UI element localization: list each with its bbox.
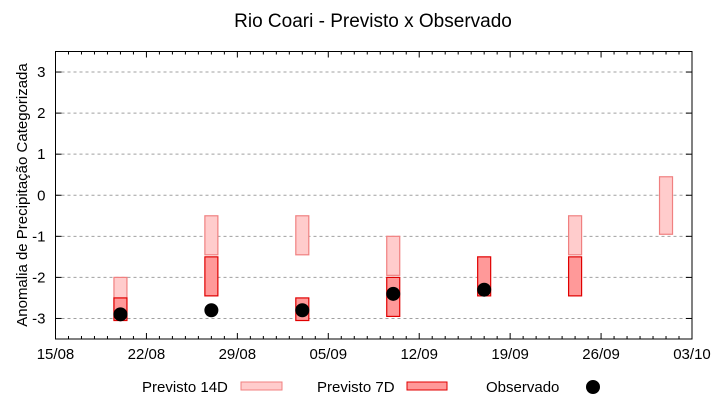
y-tick-label: 3 (37, 64, 45, 81)
gridlines (55, 71, 692, 319)
legend-marker-observado (586, 380, 600, 394)
y-tick-label: 0 (37, 187, 45, 204)
chart-title: Rio Coari - Previsto x Observado (234, 11, 512, 32)
legend-label-previsto-14d: Previsto 14D (142, 379, 228, 396)
point-observado (386, 286, 401, 301)
axes: 3 2 1 0 -1 -2 -3 15/08 22/08 29/08 05/09 12/09 19/09… (32, 51, 711, 363)
x-tick-label: 15/08 (37, 346, 75, 363)
y-tick-label: 1 (37, 146, 45, 163)
plot-frame (55, 51, 693, 340)
point-observado (204, 303, 219, 318)
x-tick-label: 22/08 (128, 346, 166, 363)
y-tick-label: -2 (32, 269, 45, 286)
x-tick-label: 03/10 (673, 346, 711, 363)
x-tick-label: 19/09 (491, 346, 529, 363)
legend-label-previsto-7d: Previsto 7D (317, 379, 395, 396)
legend-swatch-previsto-14d (240, 381, 283, 391)
point-observado (295, 303, 310, 318)
bar-previsto-14d (567, 215, 583, 256)
y-tick-label: -3 (32, 310, 45, 327)
x-tick-label: 12/09 (400, 346, 438, 363)
bar-previsto-14d (658, 176, 674, 235)
legend-swatch-previsto-7d (406, 381, 448, 391)
bar-previsto-7d (567, 256, 583, 297)
bar-previsto-14d (204, 215, 219, 256)
x-tick-label: 05/09 (310, 346, 348, 363)
bar-previsto-14d (386, 235, 401, 276)
x-tick-label: 26/09 (582, 346, 620, 363)
legend-label-observado: Observado (486, 379, 559, 396)
y-tick-label: 2 (37, 105, 45, 122)
x-tick-label: 29/08 (219, 346, 257, 363)
y-axis-label: Anomalia de Precipitação Categorizada (14, 63, 31, 327)
bar-previsto-14d (295, 215, 310, 256)
point-observado (113, 307, 128, 322)
point-observado (477, 282, 492, 297)
y-tick-label: -1 (32, 228, 45, 245)
bar-previsto-7d (204, 256, 219, 297)
data-series (113, 176, 674, 322)
legend: Previsto 14D Previsto 7D Observado (142, 379, 600, 396)
